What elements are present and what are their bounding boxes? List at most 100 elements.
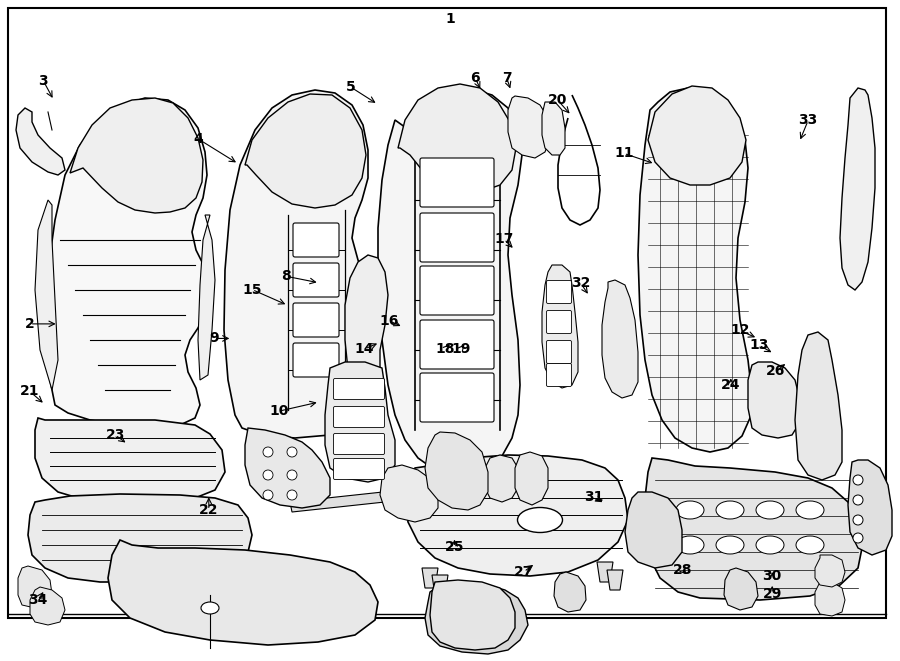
Ellipse shape — [756, 501, 784, 519]
FancyBboxPatch shape — [293, 263, 339, 297]
Polygon shape — [35, 418, 225, 504]
Text: 24: 24 — [721, 377, 741, 392]
Text: 15: 15 — [242, 282, 262, 297]
Circle shape — [853, 475, 863, 485]
Text: 17: 17 — [494, 232, 514, 247]
Polygon shape — [422, 568, 438, 588]
Ellipse shape — [716, 536, 744, 554]
Text: 8: 8 — [282, 269, 291, 284]
Polygon shape — [848, 460, 892, 555]
Polygon shape — [840, 88, 875, 290]
Text: 23: 23 — [105, 428, 125, 442]
Polygon shape — [325, 362, 395, 482]
Text: 34: 34 — [28, 593, 48, 607]
Circle shape — [287, 447, 297, 457]
Polygon shape — [554, 572, 586, 612]
Polygon shape — [432, 575, 448, 595]
Polygon shape — [597, 562, 613, 582]
Text: 9: 9 — [210, 331, 219, 346]
Text: 12: 12 — [730, 323, 750, 338]
Polygon shape — [245, 428, 330, 508]
FancyBboxPatch shape — [546, 280, 572, 303]
Polygon shape — [198, 215, 215, 380]
Polygon shape — [405, 455, 628, 576]
Ellipse shape — [676, 536, 704, 554]
Polygon shape — [245, 94, 366, 208]
Text: 1: 1 — [446, 11, 454, 26]
FancyBboxPatch shape — [334, 379, 384, 399]
Polygon shape — [648, 86, 746, 185]
Ellipse shape — [756, 536, 784, 554]
Polygon shape — [815, 582, 845, 616]
Polygon shape — [70, 98, 203, 213]
Polygon shape — [724, 568, 758, 610]
Polygon shape — [645, 458, 862, 600]
FancyBboxPatch shape — [420, 266, 494, 315]
FancyBboxPatch shape — [420, 373, 494, 422]
Polygon shape — [28, 494, 252, 582]
Circle shape — [853, 515, 863, 525]
Text: 30: 30 — [762, 569, 782, 584]
Text: 27: 27 — [514, 564, 534, 579]
Polygon shape — [795, 332, 842, 480]
Ellipse shape — [201, 602, 219, 614]
FancyBboxPatch shape — [293, 223, 339, 257]
Polygon shape — [378, 90, 522, 475]
FancyBboxPatch shape — [420, 158, 494, 207]
FancyBboxPatch shape — [420, 320, 494, 369]
Text: 28: 28 — [672, 563, 692, 577]
Polygon shape — [290, 488, 422, 512]
Polygon shape — [345, 255, 388, 430]
Polygon shape — [16, 108, 65, 175]
Polygon shape — [542, 265, 578, 388]
FancyBboxPatch shape — [546, 364, 572, 387]
Polygon shape — [607, 570, 623, 590]
Circle shape — [263, 490, 273, 500]
FancyBboxPatch shape — [293, 343, 339, 377]
Text: 16: 16 — [379, 313, 399, 328]
Polygon shape — [602, 280, 638, 398]
Circle shape — [263, 470, 273, 480]
FancyBboxPatch shape — [546, 340, 572, 364]
Circle shape — [287, 470, 297, 480]
Text: 4: 4 — [194, 132, 202, 146]
Circle shape — [853, 533, 863, 543]
Text: 3: 3 — [39, 73, 48, 88]
Circle shape — [853, 495, 863, 505]
Ellipse shape — [796, 536, 824, 554]
FancyBboxPatch shape — [293, 303, 339, 337]
Text: 19: 19 — [451, 342, 471, 356]
Text: 13: 13 — [749, 338, 769, 352]
Ellipse shape — [796, 501, 824, 519]
FancyBboxPatch shape — [420, 213, 494, 262]
Polygon shape — [45, 98, 210, 428]
FancyBboxPatch shape — [334, 434, 384, 455]
Polygon shape — [430, 580, 515, 650]
Text: 29: 29 — [762, 586, 782, 601]
Polygon shape — [508, 96, 550, 158]
Polygon shape — [748, 362, 800, 438]
Polygon shape — [425, 583, 528, 654]
Text: 32: 32 — [571, 276, 590, 290]
Text: 18: 18 — [436, 342, 455, 356]
Text: 14: 14 — [355, 342, 374, 356]
Polygon shape — [485, 455, 518, 502]
FancyBboxPatch shape — [334, 407, 384, 428]
Polygon shape — [18, 566, 52, 608]
Polygon shape — [425, 432, 488, 510]
Circle shape — [263, 447, 273, 457]
Text: 25: 25 — [445, 540, 464, 555]
Ellipse shape — [676, 501, 704, 519]
Text: 6: 6 — [471, 71, 480, 85]
Text: 26: 26 — [766, 364, 786, 379]
Polygon shape — [542, 102, 565, 155]
Text: 21: 21 — [20, 384, 40, 399]
Text: 22: 22 — [199, 503, 219, 518]
Text: 10: 10 — [269, 404, 289, 418]
Polygon shape — [108, 540, 378, 645]
Polygon shape — [30, 587, 65, 625]
Polygon shape — [638, 88, 752, 452]
Circle shape — [287, 490, 297, 500]
Polygon shape — [224, 90, 372, 438]
Text: 31: 31 — [584, 490, 604, 504]
